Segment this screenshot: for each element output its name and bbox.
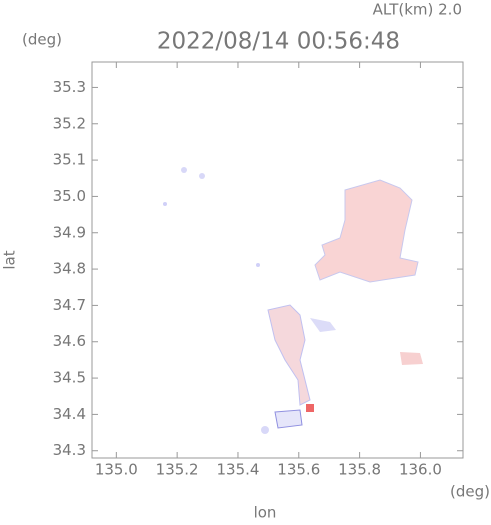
y-unit: (deg) <box>22 31 62 49</box>
y-tick-label: 35.3 <box>53 78 86 96</box>
x-tick-label: 135.4 <box>216 461 259 479</box>
y-label: lat <box>1 250 19 269</box>
y-tick-label: 35.1 <box>53 151 86 169</box>
y-tick-label: 34.6 <box>53 332 86 350</box>
echo-areas <box>163 167 423 434</box>
x-unit: (deg) <box>450 483 490 501</box>
x-tick-label: 135.0 <box>95 461 138 479</box>
y-tick-label: 34.7 <box>53 296 86 314</box>
y-tick-label: 34.9 <box>53 223 86 241</box>
x-label: lon <box>254 504 277 522</box>
plot-frame <box>91 61 464 459</box>
chart-title: 2022/08/14 00:56:48 <box>157 29 400 55</box>
y-tick-label: 35.2 <box>53 114 86 132</box>
y-tick-label: 35.0 <box>53 187 86 205</box>
y-tick-label: 34.8 <box>53 260 86 278</box>
y-tick-label: 34.4 <box>53 405 86 423</box>
x-tick-label: 135.2 <box>156 461 199 479</box>
subtitle: ALT(km) 2.0 <box>373 1 462 19</box>
x-tick-label: 135.8 <box>338 461 381 479</box>
y-tick-label: 34.3 <box>53 441 86 459</box>
x-tick-label: 135.6 <box>277 461 320 479</box>
x-tick-label: 136.0 <box>399 461 442 479</box>
y-tick-label: 34.5 <box>53 369 86 387</box>
